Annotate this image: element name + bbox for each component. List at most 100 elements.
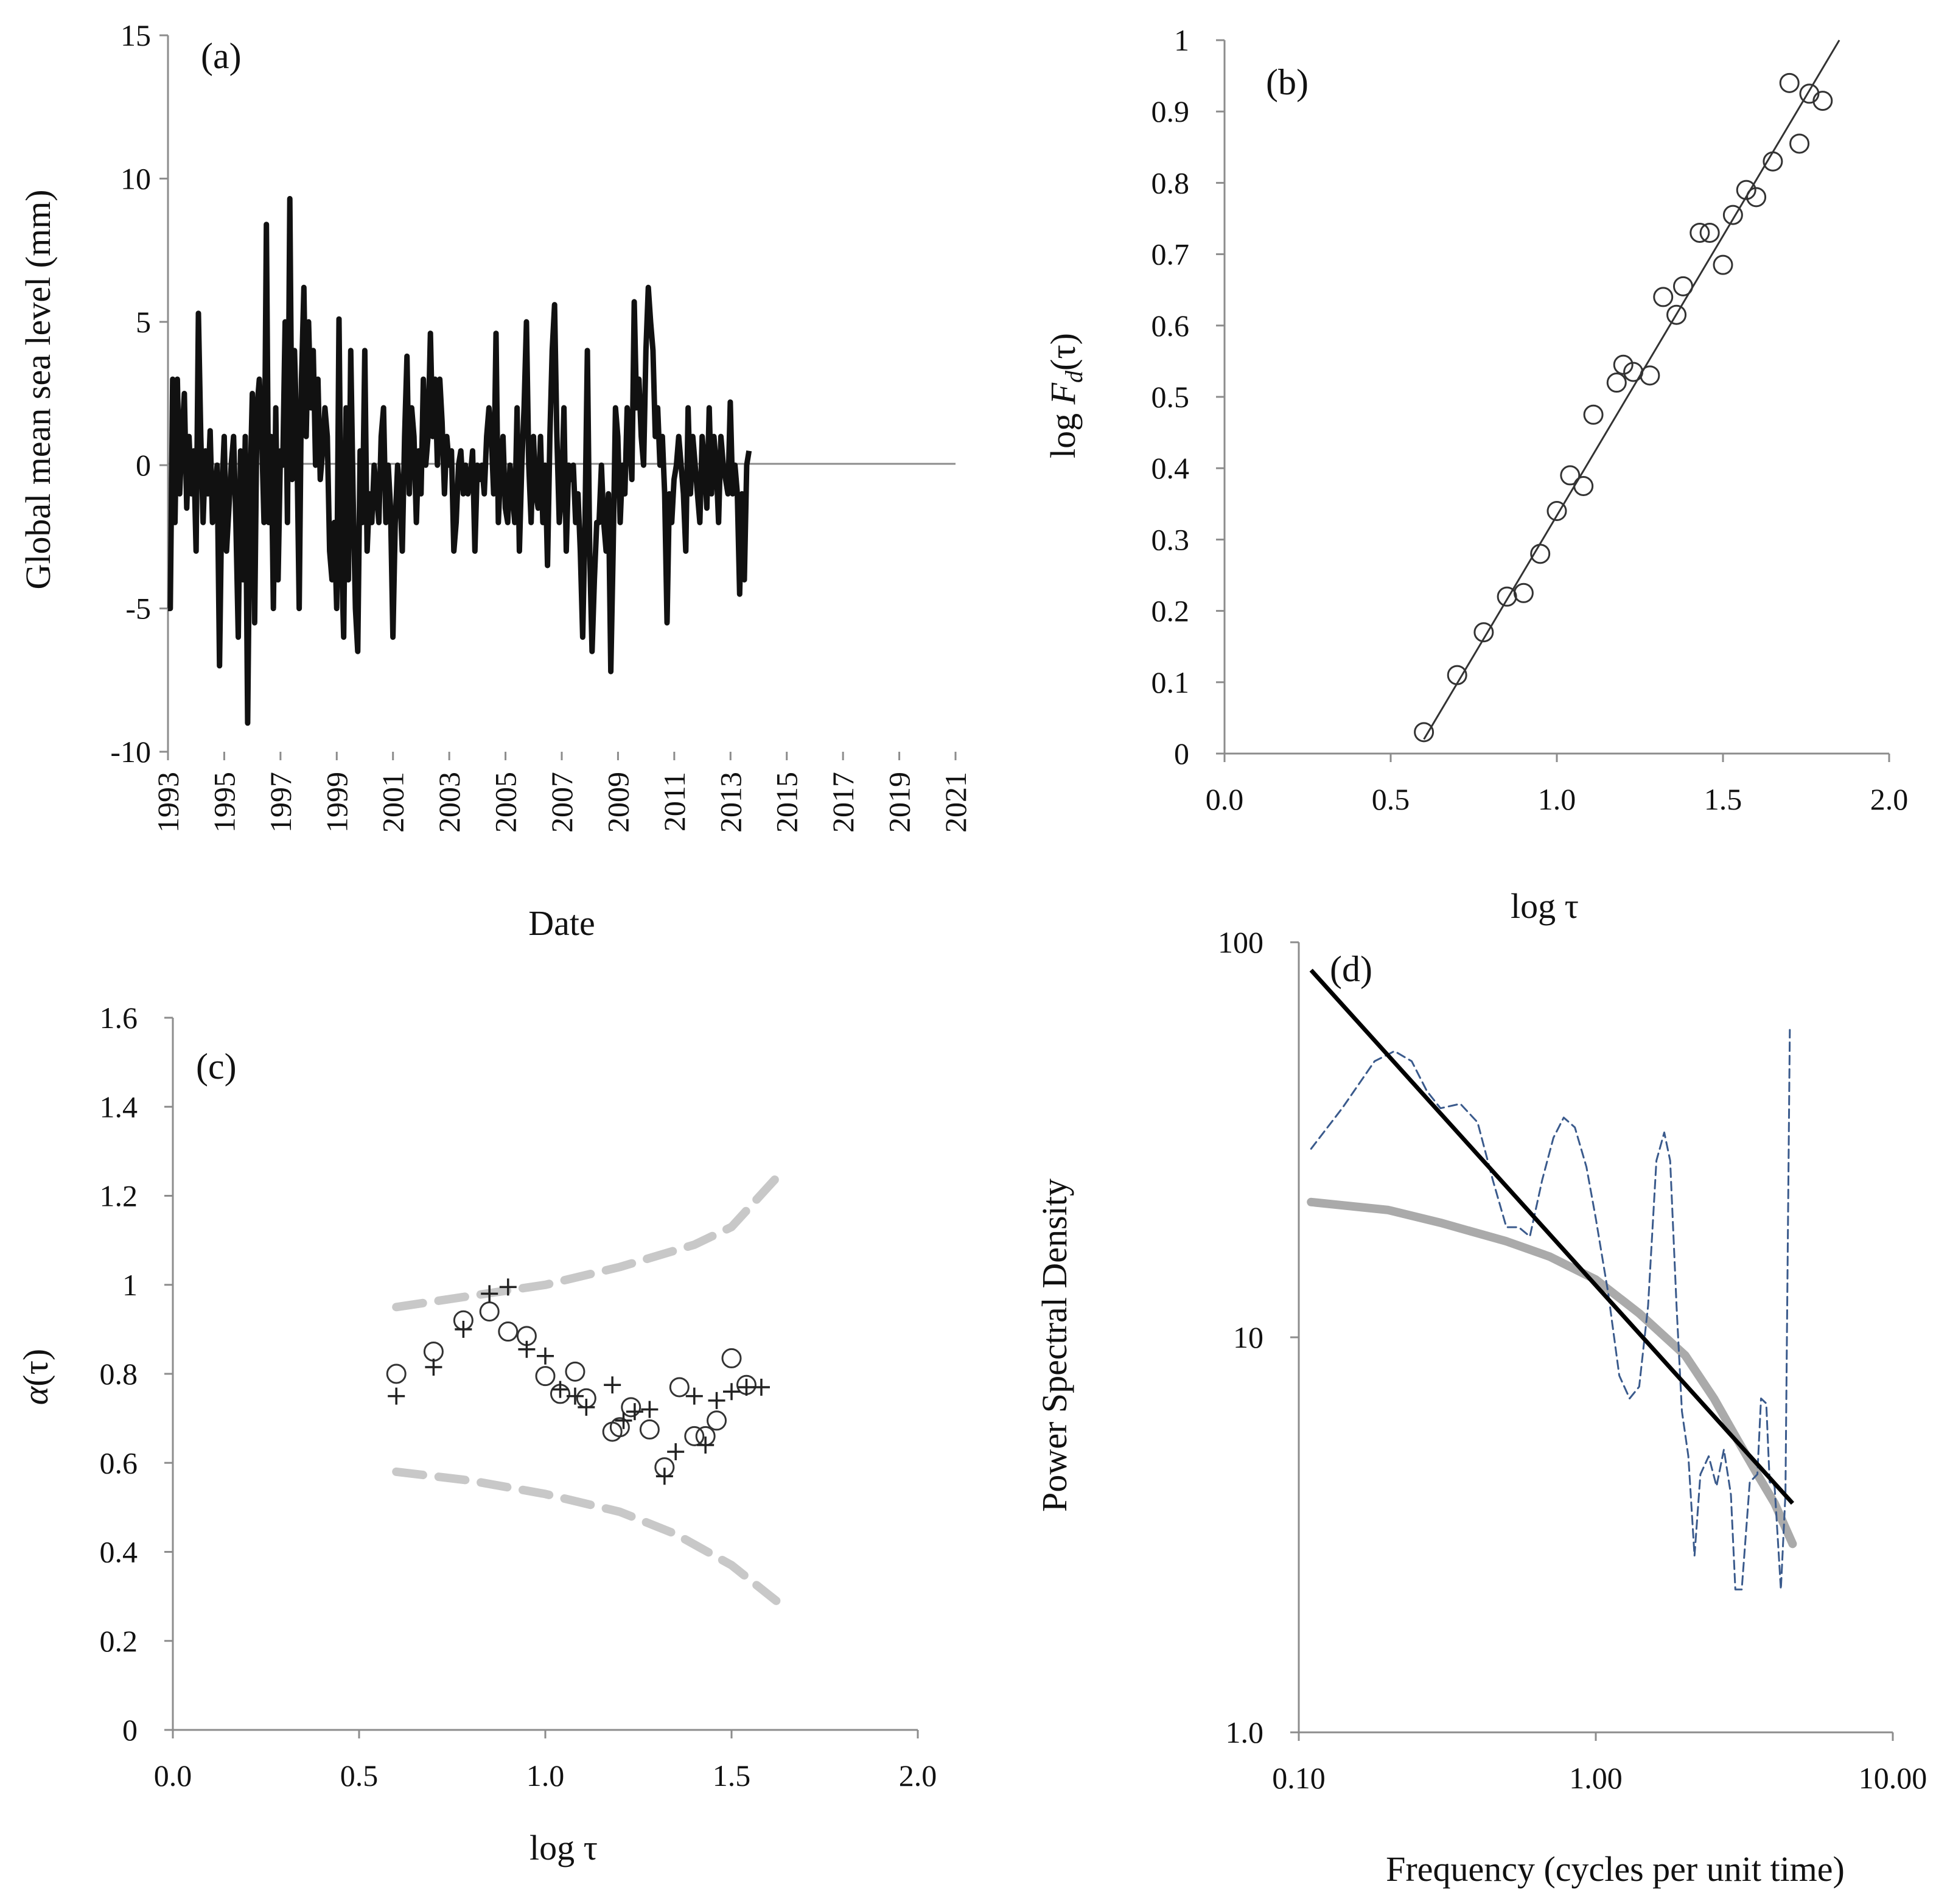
panel-a-x-tick-label: 2015 (770, 772, 804, 833)
panel-b-y-tick-label: 0.9 (1151, 94, 1190, 128)
panel-c-y-tick-label: 0 (122, 1713, 138, 1747)
panel-b-data-point (1613, 354, 1634, 375)
panel-c-y-tick-label: 0.2 (100, 1624, 138, 1658)
panel-c-circle-point (684, 1426, 705, 1446)
panel-c-cross-point (537, 1347, 554, 1365)
panel-b-data-point (1672, 276, 1693, 296)
panel-d-y-tick-label: 10 (1233, 1320, 1263, 1354)
panel-b-data-point (1473, 622, 1494, 643)
panel-c-upper-band-line (392, 1174, 781, 1312)
panel-c-circle-point (669, 1377, 690, 1398)
panel-c-circle-point (707, 1410, 727, 1431)
panel-b-y-tick-label: 0.2 (1151, 594, 1190, 628)
panel-b-x-tick-label: 0.5 (1372, 782, 1410, 816)
panel-b-data-point (1690, 222, 1710, 243)
panel-c-y-tick-label: 0.4 (100, 1535, 138, 1569)
panel-a-x-tick-label: 2009 (601, 772, 635, 833)
panel-c-cross-point (425, 1359, 442, 1376)
panel-b-y-tick-label: 0.1 (1151, 665, 1190, 699)
panel-c-cross-point (685, 1387, 703, 1405)
panel-c-y-tick-label: 1 (122, 1268, 138, 1302)
panel-a-label: (a) (201, 36, 242, 76)
panel-d-y-tick-label: 1.0 (1226, 1715, 1264, 1749)
panel-b-data-point (1414, 722, 1435, 743)
panel-d-x-label: Frequency (cycles per unit time) (1386, 1849, 1845, 1889)
panel-c-cross-point (697, 1437, 715, 1454)
panel-b-data-point (1812, 91, 1833, 111)
panel-c-circle-point (386, 1363, 407, 1384)
panel-a-x-tick-label: 2013 (713, 772, 747, 833)
panel-c-x-tick-label: 0.5 (340, 1759, 379, 1793)
panel-c-cross-point (481, 1285, 498, 1303)
panel-c-cross-point (615, 1412, 632, 1429)
panel-b-y-tick-label: 0 (1174, 737, 1189, 771)
panel-c-y-label: α(τ) (16, 1349, 55, 1405)
panel-b-x-tick-label: 2.0 (1870, 782, 1909, 816)
panel-a-y-tick-label: 15 (121, 18, 151, 52)
panel-b-y-tick-label: 0.7 (1151, 237, 1190, 271)
panel-b-data-point (1583, 404, 1604, 425)
panel-a-x-tick-label: 2005 (489, 772, 523, 833)
panel-c-y-tick-label: 1.6 (100, 1001, 138, 1035)
panel-c-circle-point (721, 1348, 742, 1368)
panel-b-x-tick-label: 0.0 (1206, 782, 1244, 816)
panel-a-y-tick-label: -10 (110, 735, 151, 769)
panel-a-x-label: Date (528, 903, 595, 943)
panel-b-y-label: log Fd(τ) (1043, 333, 1088, 458)
panel-b-data-point (1546, 501, 1567, 522)
panel-b-data-point (1653, 287, 1674, 307)
panel-b-x-tick-label: 1.5 (1704, 782, 1742, 816)
panel-c-cross-point (708, 1391, 725, 1409)
panel-d-x-tick-label: 0.10 (1272, 1761, 1326, 1795)
panel-b-data-point (1746, 187, 1767, 208)
panel-b-data-point (1606, 373, 1627, 393)
panel-a-y-tick-label: 10 (121, 161, 151, 195)
panel-c-cross-point (578, 1398, 595, 1416)
panel-a-x-tick-label: 2019 (882, 772, 917, 833)
panel-c-lower-band-line (392, 1467, 781, 1605)
panel-b-y-tick-label: 0.4 (1151, 451, 1190, 485)
panel-c-cross-point (551, 1381, 569, 1398)
panel-c-cross-point (566, 1387, 584, 1405)
panel-b-y-tick-label: 0.8 (1151, 166, 1190, 200)
panel-c-cross-point (655, 1468, 673, 1485)
panel-c-circle-point (639, 1419, 660, 1440)
panel-d: 1.0 10 100 0.10 1.00 10.00 (d) Frequency (cy… (1035, 925, 1927, 1889)
panel-d-label: (d) (1330, 949, 1372, 989)
panel-b-data-point (1666, 304, 1687, 325)
panel-b-data-point (1573, 476, 1594, 496)
panel-c-cross-point (518, 1340, 536, 1358)
panel-c-cross-point (455, 1320, 472, 1338)
panel-a-x-tick-label: 1999 (320, 772, 354, 833)
panel-d-smooth-fit-line (1307, 1197, 1797, 1549)
panel-b-data-point (1699, 222, 1720, 243)
panel-b-x-label: log τ (1511, 886, 1579, 926)
panel-c-cross-point (667, 1443, 685, 1460)
panel-c-y-tick-label: 1.2 (100, 1179, 138, 1213)
panel-b: 0 0.1 0.2 0.3 0.4 0.5 0.6 0.7 0.8 0.9 1 0.0 0.5 1.0 1… (1043, 23, 1908, 926)
panel-c-circle-point (535, 1366, 556, 1387)
panel-b-fit-line (1423, 40, 1840, 740)
panel-c-label: (c) (196, 1046, 237, 1087)
panel-c-cross-point (604, 1376, 621, 1394)
panel-a-x-tick-label: 1993 (151, 772, 185, 833)
panel-c: 00.20.40.60.811.21.41.6 0.0 0.5 1.0 1.5 2.0 … (16, 1001, 937, 1867)
panel-a-y-tick-label: 5 (136, 305, 151, 339)
panel-c-cross-point (738, 1378, 755, 1396)
panel-b-data-point (1447, 665, 1467, 685)
panel-c-x-tick-label: 0.0 (154, 1759, 192, 1793)
panel-c-y-tick-label: 0.6 (100, 1446, 138, 1480)
panel-a-y-label: Global mean sea level (mm) (18, 189, 58, 589)
panel-a-x-tick-label: 2003 (432, 772, 466, 833)
panel-b-y-tick-label: 1 (1174, 23, 1189, 57)
panel-b-data-point (1640, 365, 1660, 386)
panel-b-data-point (1736, 180, 1756, 200)
panel-a-x-tick-label: 2021 (938, 772, 973, 833)
panel-b-y-tick-label: 0.6 (1151, 309, 1190, 343)
panel-a-x-tick-label: 2011 (657, 772, 691, 831)
panel-b-data-point (1779, 72, 1800, 93)
panel-c-y-tick-label: 0.8 (100, 1357, 138, 1391)
panel-c-cross-point (499, 1278, 517, 1296)
panel-a-x-tick-label: 1997 (264, 772, 298, 833)
